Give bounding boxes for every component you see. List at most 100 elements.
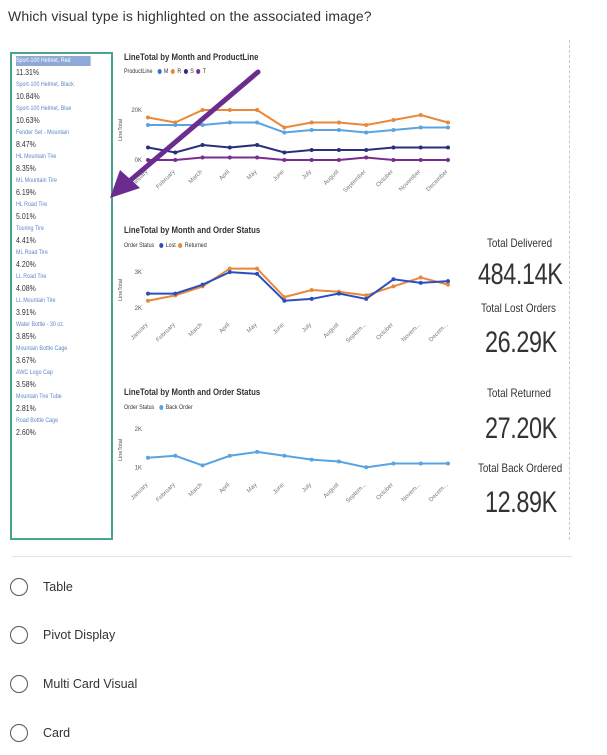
card-row-label: Touring Tire [16,225,44,232]
data-point [255,271,260,276]
radio-button[interactable] [10,626,28,644]
option-label: Multi Card Visual [43,677,138,691]
card-row-value: 10.84% [16,91,40,101]
kpi-label-lost: Total Lost Orders [481,301,556,315]
data-point [200,155,205,160]
x-tick-label: September [343,169,368,194]
option-pivot-display[interactable]: Pivot Display [10,626,115,644]
x-tick-label: July [301,322,313,334]
data-point [255,266,260,271]
x-tick-label: June [272,482,286,496]
data-point [227,145,232,150]
card-row-label: HL Mountain Tire [16,153,57,160]
y-tick-label: 2K [135,427,142,433]
data-point [227,270,232,275]
card-row-value: 4.08% [16,283,36,293]
series-line [147,450,448,469]
data-point [336,291,341,296]
card-row: ML Mountain Tire 6.19% [16,176,107,198]
data-point [364,123,369,127]
card-row-label: Sport-100 Helmet, Red [16,56,91,66]
y-axis-title: LineTotal [118,119,124,141]
card-row: Touring Tire 4.41% [16,224,107,246]
card-row-value: 3.91% [16,307,36,317]
card-row-value: 6.19% [16,187,36,197]
data-point [255,120,260,125]
data-point [446,120,450,125]
highlight-arrow [110,69,261,198]
x-tick-label: December [426,169,450,193]
data-point [446,282,450,287]
data-point [391,145,396,150]
data-point [255,108,260,112]
x-tick-label: Novem... [401,482,422,503]
data-point [173,123,178,127]
card-row: Sport-100 Helmet, Red 11.31% [16,56,107,78]
x-tick-label: June [272,169,286,183]
data-point [336,158,341,162]
data-point [146,123,150,127]
multi-row-card-highlighted: Sport-100 Helmet, Red 11.31% Sport-100 Hel… [10,52,113,540]
data-point [282,453,287,458]
data-point [418,280,423,285]
data-point [446,125,450,130]
data-point [146,158,150,162]
legend-item-label[interactable]: Returned [184,242,207,249]
card-row: Fender Set - Mountain 8.47% [16,128,107,150]
card-row-label: ML Road Tire [16,249,48,256]
legend-item-label[interactable]: M [163,68,169,75]
data-point [364,465,369,470]
data-point [418,125,423,130]
card-row-value: 8.47% [16,139,36,149]
card-row-value: 4.41% [16,235,36,245]
x-tick-label: August [323,169,341,187]
legend-item-label[interactable]: Lost [165,242,176,249]
data-point [227,120,232,125]
y-tick-label: 1K [135,465,142,471]
data-point [309,457,314,462]
radio-button[interactable] [10,578,28,596]
data-point [391,128,396,132]
radio-button[interactable] [10,724,28,742]
data-point [364,155,369,160]
card-row: HL Road Tire 5.01% [16,200,107,222]
chart1-title: LineTotal by Month and ProductLine [124,52,259,63]
option-table[interactable]: Table [10,578,73,596]
data-point [200,282,205,287]
data-point [446,158,450,162]
kpi-label-returned: Total Returned [487,386,551,400]
data-point [146,145,150,150]
data-point [391,158,396,162]
data-point [309,158,314,162]
card-row-value: 11.31% [16,67,40,77]
x-tick-label: October [376,482,395,501]
card-row: LL Road Tire 4.08% [16,272,107,294]
y-tick-label: 2K [135,306,142,312]
option-multi-card-visual[interactable]: Multi Card Visual [10,675,137,693]
kpi-value-returned: 27.20K [485,412,557,445]
chart3-title: LineTotal by Month and Order Status [124,387,261,398]
x-tick-label: January [130,322,149,341]
card-row-label: Mountain Tire Tube [16,393,62,400]
legend-item-label[interactable]: S [190,68,194,75]
card-row: Sport-100 Helmet, Black 10.84% [16,80,107,102]
data-point [282,158,287,162]
data-point [336,120,341,125]
legend-item-label[interactable]: Back Order [165,404,193,411]
x-tick-label: October [376,322,395,341]
card-row-value: 3.58% [16,379,36,389]
x-tick-label: March [188,322,204,338]
data-point [146,115,150,120]
legend-item-label[interactable]: R [177,68,182,75]
x-tick-label: August [323,482,341,500]
x-tick-label: June [272,322,286,336]
radio-button[interactable] [10,675,28,693]
data-point [146,298,150,303]
option-card[interactable]: Card [10,724,70,742]
data-point [227,108,232,112]
legend-item-label[interactable]: T [202,68,207,75]
card-row-label: Water Bottle - 30 oz. [16,321,65,328]
data-point [200,463,205,468]
data-point [446,145,450,150]
